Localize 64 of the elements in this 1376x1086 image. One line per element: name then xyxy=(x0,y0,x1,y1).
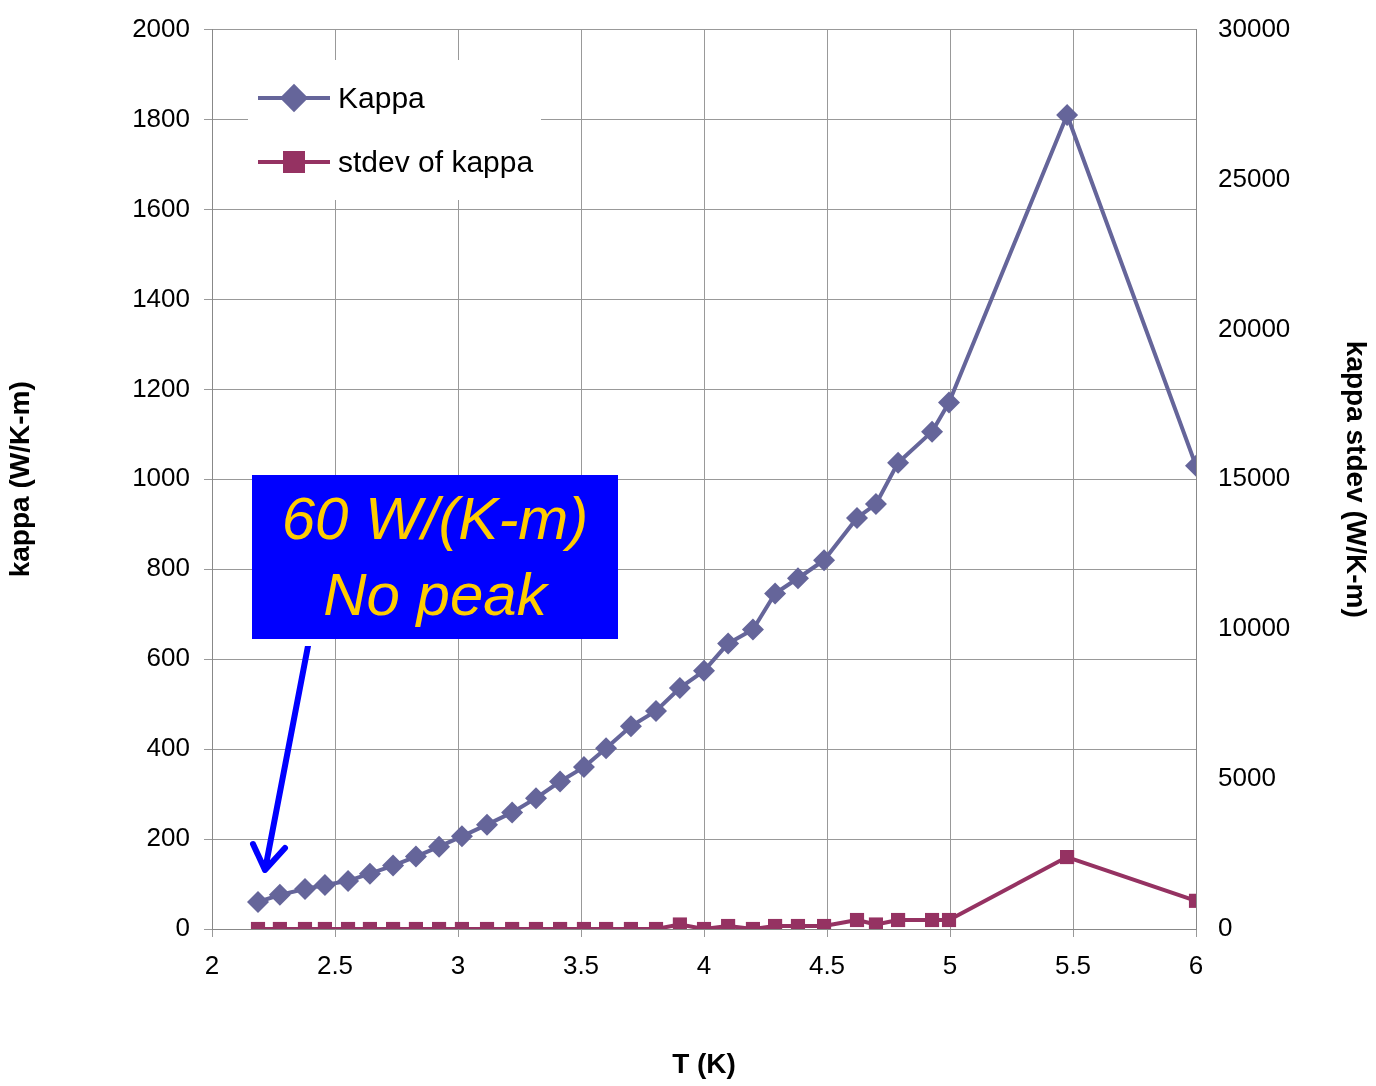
y-tick-label: 600 xyxy=(146,642,190,673)
y-tick-label: 1200 xyxy=(132,372,190,403)
y-tick-label: 1000 xyxy=(132,462,190,493)
point xyxy=(382,854,405,877)
y2-tick-label: 15000 xyxy=(1218,462,1291,493)
point xyxy=(938,391,961,414)
point xyxy=(645,699,668,722)
x-tick-label: 2.5 xyxy=(316,949,354,980)
point xyxy=(887,451,910,474)
point xyxy=(293,877,316,900)
x-tick-label: 6 xyxy=(1188,949,1204,980)
point xyxy=(693,659,715,682)
y2-tick-label: 10000 xyxy=(1218,612,1291,643)
point xyxy=(619,715,642,738)
y-tick-label: 1800 xyxy=(132,102,190,133)
y2-tick-label: 25000 xyxy=(1218,162,1291,193)
point xyxy=(595,737,618,760)
y2-tick-label: 20000 xyxy=(1218,312,1291,343)
point xyxy=(764,582,787,605)
x-tick-label: 3 xyxy=(450,949,466,980)
point xyxy=(668,676,691,699)
y-tick-label: 0 xyxy=(175,912,190,943)
point xyxy=(450,825,473,848)
y-tick-label: 1600 xyxy=(132,192,190,223)
annotation: 60 W/(K-m) No peak xyxy=(252,475,618,639)
y-tick-label: 1400 xyxy=(132,282,190,313)
point xyxy=(864,493,887,516)
y2-tick-label: 5000 xyxy=(1218,762,1276,793)
point xyxy=(501,801,524,824)
point xyxy=(404,845,427,868)
point xyxy=(358,862,381,885)
x-tick-label: 4.5 xyxy=(808,949,846,980)
x-tick-label: 5.5 xyxy=(1054,949,1092,980)
x-tick-label: 4 xyxy=(696,949,712,980)
x-tick-label: 3.5 xyxy=(562,949,600,980)
point xyxy=(572,756,595,779)
point xyxy=(476,813,499,836)
x-tick-label: 5 xyxy=(942,949,958,980)
x-axis-title: T (K) xyxy=(672,1047,736,1079)
y-tick-label: 2000 xyxy=(132,12,190,43)
y2-tick-label: 0 xyxy=(1218,912,1233,943)
y-tick-label: 200 xyxy=(146,822,190,853)
point xyxy=(337,869,360,892)
point xyxy=(313,873,336,896)
point xyxy=(268,883,291,906)
point xyxy=(921,420,944,443)
legend-label: stdev of kappa xyxy=(338,144,534,179)
point xyxy=(846,506,869,529)
y-axis-title: kappa (W/K-m) xyxy=(3,381,35,578)
x-tick-label: 2 xyxy=(204,949,220,980)
point xyxy=(428,835,451,858)
point xyxy=(786,567,809,590)
y-tick-label: 400 xyxy=(146,732,190,763)
y2-tick-label: 30000 xyxy=(1218,12,1291,43)
legend-label: Kappa xyxy=(338,80,425,115)
point xyxy=(741,618,764,641)
point xyxy=(524,787,547,810)
point xyxy=(717,632,740,655)
point xyxy=(1056,104,1079,127)
point xyxy=(549,770,572,793)
y2-axis-title: kappa stdev (W/K-m) xyxy=(1341,340,1373,618)
point xyxy=(247,891,269,914)
point xyxy=(813,549,836,572)
y-tick-label: 800 xyxy=(146,552,190,583)
